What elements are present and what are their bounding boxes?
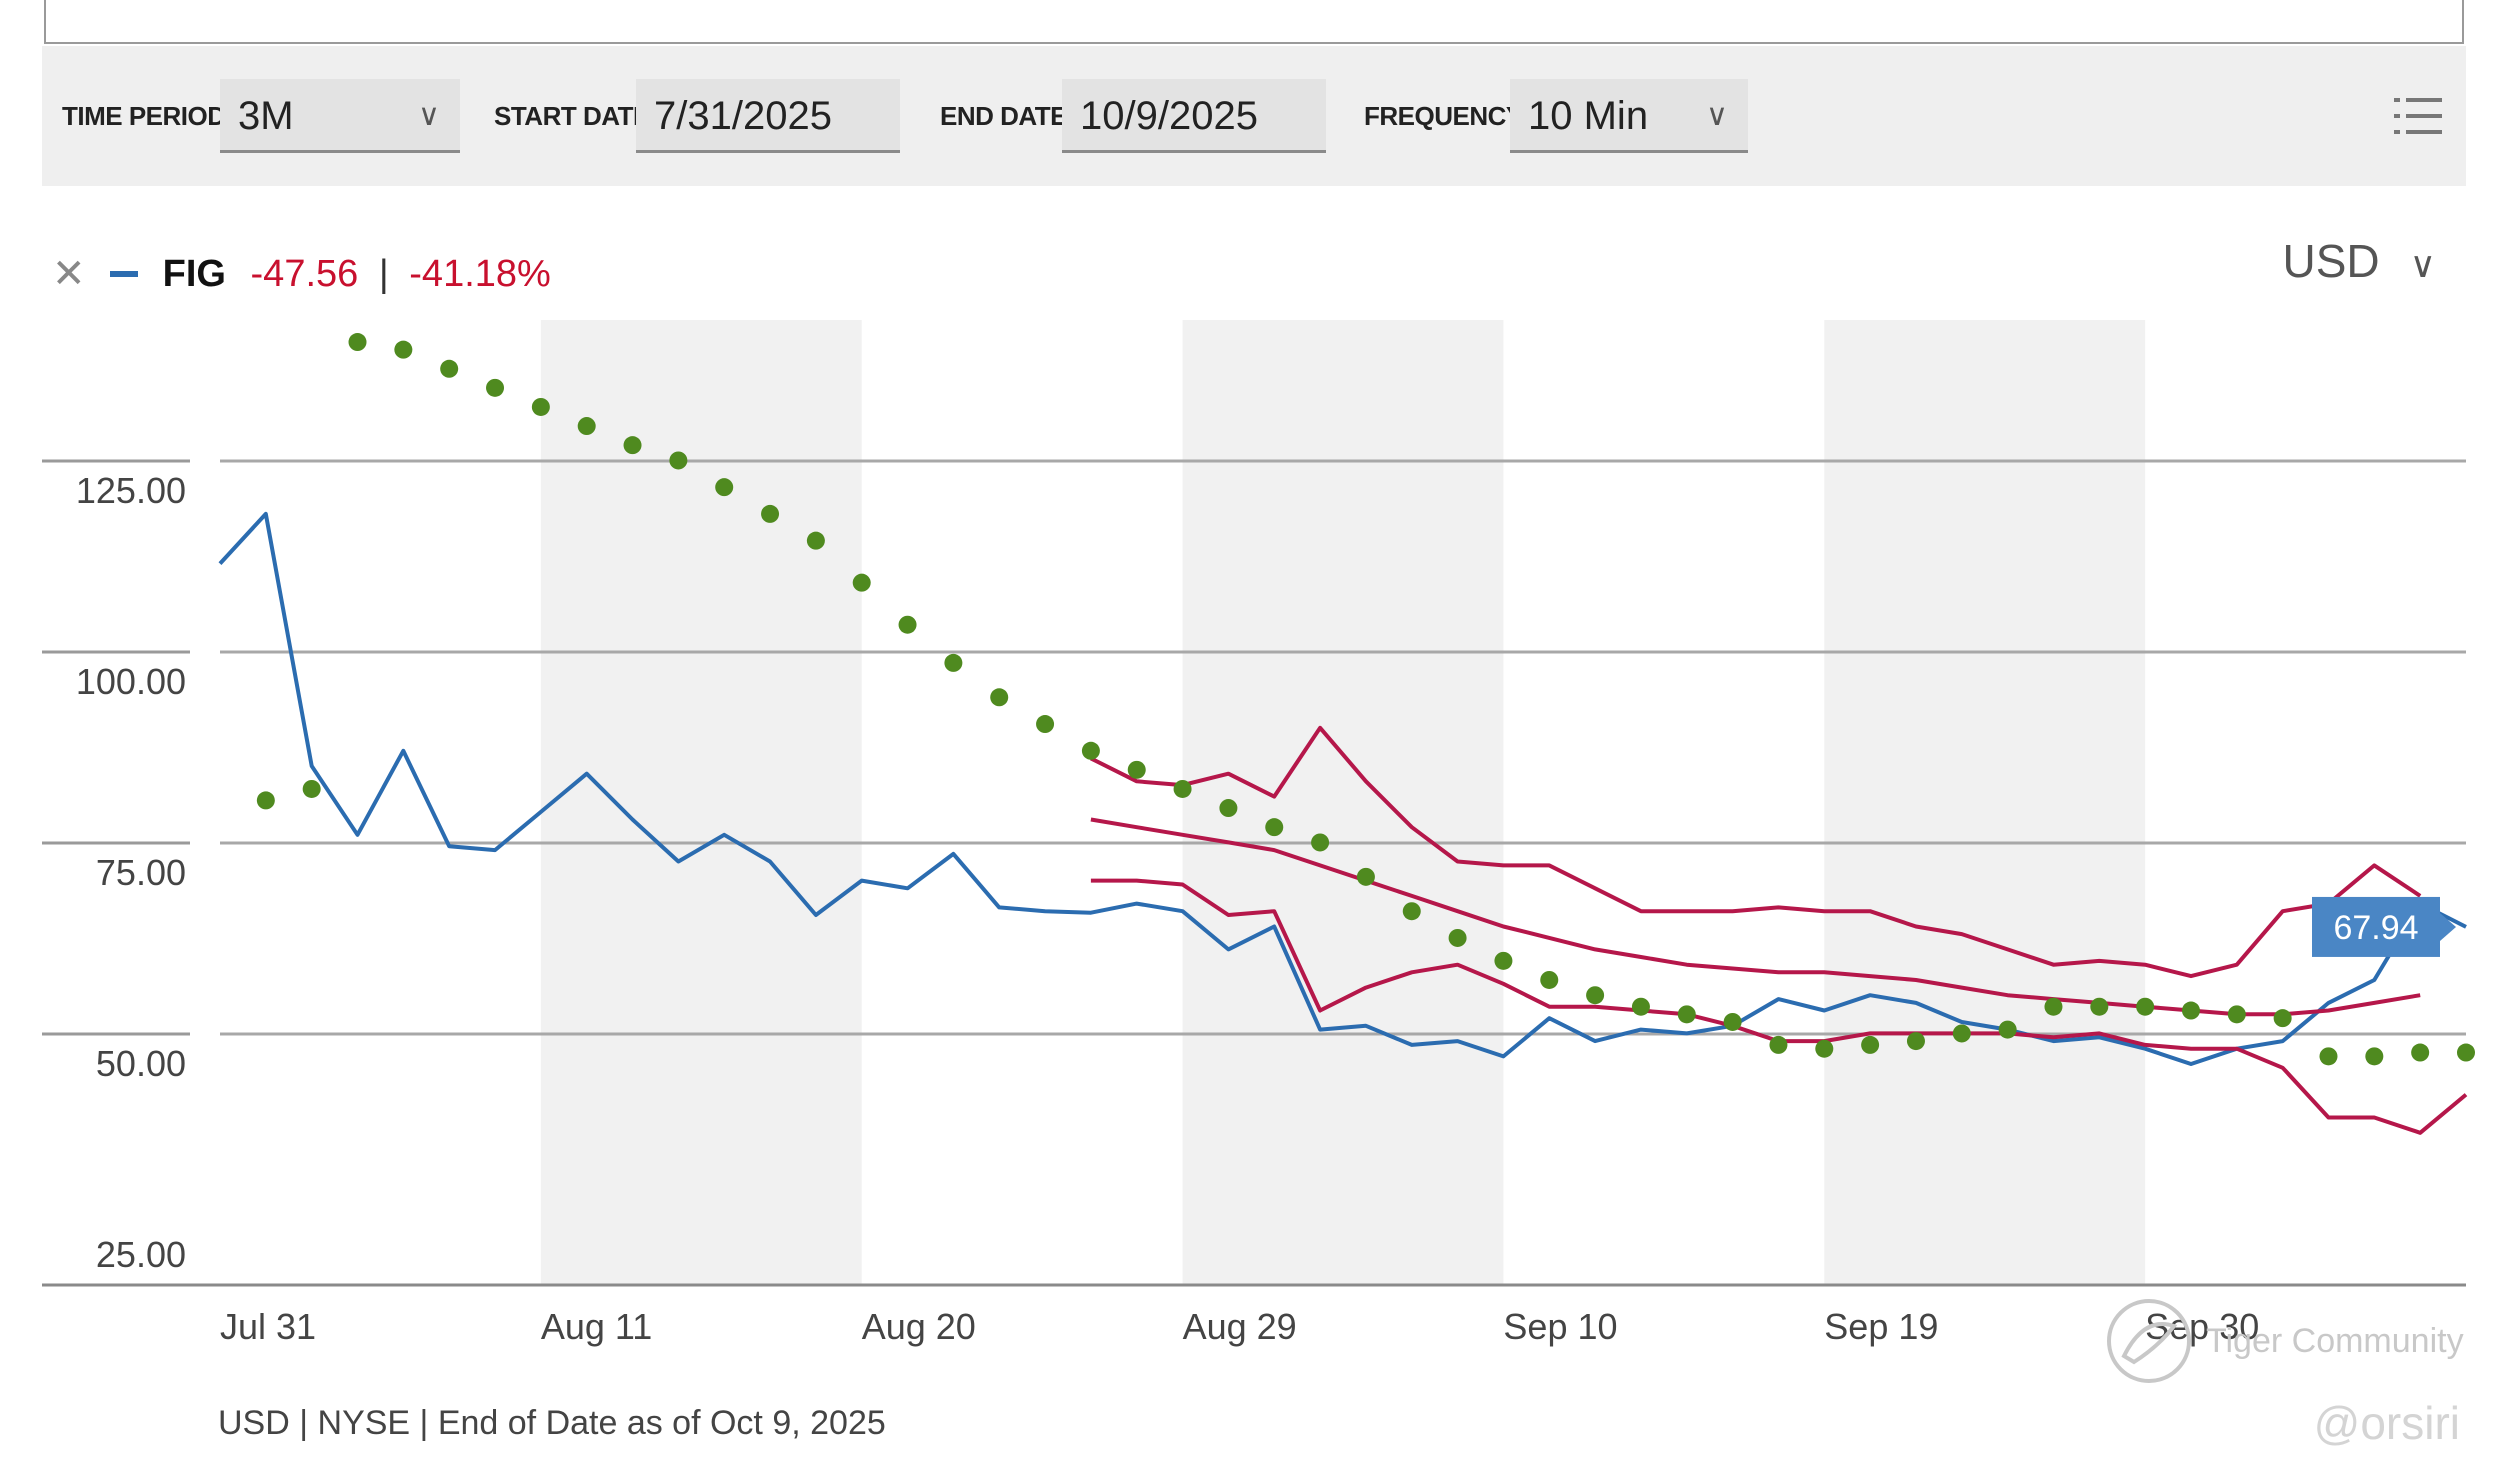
shaded-band <box>1824 320 2146 1285</box>
sar-dot <box>1540 970 1559 989</box>
watermark-community: Tiger Community <box>2206 1322 2464 1360</box>
sar-dot <box>1448 928 1467 947</box>
sar-dot <box>1173 779 1192 798</box>
sar-dot <box>1952 1024 1971 1043</box>
sar-dot <box>1723 1012 1742 1031</box>
sar-dot <box>944 653 963 672</box>
x-tick-label: Jul 31 <box>220 1306 316 1347</box>
sar-dot <box>1769 1035 1788 1054</box>
sar-dot <box>1998 1020 2017 1039</box>
sar-dot <box>806 531 825 550</box>
x-tick-label: Aug 20 <box>862 1306 976 1347</box>
chevron-down-icon: ∨ <box>2409 244 2436 285</box>
sar-dot <box>669 451 688 470</box>
time-period-value: 3M <box>238 94 294 138</box>
last-value-tag <box>2312 896 2440 957</box>
legend-ticker: FIG <box>162 252 226 295</box>
sar-dot <box>2319 1047 2338 1066</box>
frequency-select[interactable]: 10 Min ∨ <box>1510 79 1748 153</box>
sar-dot <box>302 779 321 798</box>
y-tick-label: 75.00 <box>96 852 186 893</box>
sar-dot <box>2227 1005 2246 1024</box>
sar-dot <box>1861 1035 1880 1054</box>
sar-dot <box>1586 986 1605 1005</box>
sar-dot <box>1815 1039 1834 1058</box>
chart-footer: USD | NYSE | End of Date as of Oct 9, 20… <box>218 1404 886 1442</box>
y-tick-label: 50.00 <box>96 1043 186 1084</box>
sar-dot <box>2365 1047 2384 1066</box>
sar-dot <box>1311 833 1330 852</box>
sar-dot <box>1631 997 1650 1016</box>
sar-dot <box>1356 867 1375 886</box>
chevron-down-icon: ∨ <box>1706 99 1728 132</box>
legend-separator: | <box>378 252 389 295</box>
last-value-pointer <box>2440 912 2456 941</box>
currency-select[interactable]: USD ∨ <box>2283 234 2436 288</box>
start-date-label: START DATE <box>494 101 650 131</box>
price-line <box>218 511 2467 1066</box>
legend-change-pct: -41.18% <box>409 252 551 295</box>
tiger-logo-icon <box>2107 1299 2191 1383</box>
chevron-down-icon: ∨ <box>418 99 440 132</box>
sar-dot <box>1402 902 1421 921</box>
y-tick-label: 100.00 <box>76 661 186 702</box>
sar-dot <box>898 615 917 634</box>
sar-dot <box>1127 760 1146 779</box>
frequency-value: 10 Min <box>1528 94 1649 138</box>
x-tick-label: Aug 29 <box>1183 1306 1297 1347</box>
time-period-label: TIME PERIOD <box>62 101 226 131</box>
sar-dot <box>1036 715 1055 734</box>
last-value-label: 67.94 <box>2333 909 2418 947</box>
end-date-label: END DATE <box>940 101 1067 131</box>
shaded-band <box>1182 320 1504 1285</box>
sar-dot <box>2411 1043 2430 1062</box>
list-menu-icon[interactable] <box>2394 94 2442 138</box>
sar-dot <box>2090 997 2109 1016</box>
sar-dot <box>1265 818 1284 837</box>
sar-dot <box>1081 741 1100 760</box>
sar-dot <box>348 333 367 352</box>
sar-dot <box>2044 997 2063 1016</box>
sar-dot <box>1219 799 1238 818</box>
sar-dot <box>761 504 780 523</box>
chart-toolbar: TIME PERIOD 3M ∨ START DATE 7/31/2025 EN… <box>42 46 2466 186</box>
sar-dot <box>531 397 550 416</box>
time-period-select[interactable]: 3M ∨ <box>220 79 460 153</box>
series-swatch <box>110 270 139 277</box>
sar-dot <box>440 359 459 378</box>
sar-dot <box>2457 1043 2475 1062</box>
sar-dot <box>256 791 275 810</box>
band-upper-line <box>1090 725 2422 979</box>
sar-dot <box>394 340 413 359</box>
start-date-input[interactable]: 7/31/2025 <box>636 79 900 153</box>
shaded-band <box>540 320 862 1285</box>
sar-dot <box>577 417 596 436</box>
chart-search-box <box>44 0 2464 44</box>
end-date-input[interactable]: 10/9/2025 <box>1062 79 1326 153</box>
sar-dot <box>486 378 505 397</box>
close-icon[interactable]: ✕ <box>52 251 86 296</box>
watermark-handle: @orsiri <box>2313 1397 2460 1449</box>
y-tick-label: 125.00 <box>76 470 186 511</box>
sar-dot <box>2273 1009 2292 1028</box>
sar-dot <box>1494 951 1513 970</box>
y-tick-label: 25.00 <box>96 1234 186 1275</box>
sar-dot <box>852 573 871 592</box>
sar-dot <box>990 688 1009 707</box>
x-tick-label: Sep 19 <box>1824 1306 1938 1347</box>
sar-dot <box>2136 997 2155 1016</box>
legend-change: -47.56 <box>250 252 359 295</box>
chart-legend: ✕ FIG -47.56 | -41.18% <box>52 242 551 302</box>
sar-dot <box>715 478 734 497</box>
sar-dot <box>623 436 642 455</box>
sar-dot <box>1677 1005 1696 1024</box>
sar-dot <box>1906 1032 1925 1051</box>
x-tick-label: Aug 11 <box>541 1306 652 1347</box>
currency-value: USD <box>2282 235 2380 287</box>
frequency-label: FREQUENCY <box>1364 101 1523 131</box>
sar-dot <box>2181 1001 2200 1020</box>
x-tick-label: Sep 10 <box>1503 1306 1617 1347</box>
